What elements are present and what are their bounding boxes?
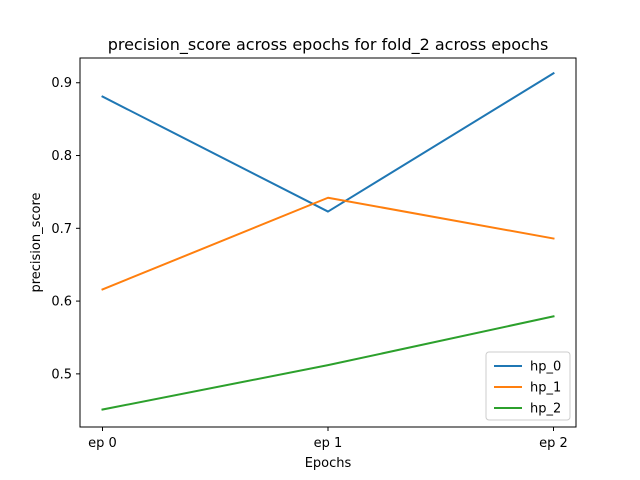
legend-label-hp-2: hp_2 bbox=[530, 402, 561, 417]
y-tick-label: 0.9 bbox=[51, 76, 72, 91]
x-tick-label: ep 1 bbox=[314, 436, 343, 451]
y-tick-label: 0.5 bbox=[51, 367, 72, 382]
x-axis-ticks: ep 0 ep 1 ep 2 bbox=[88, 427, 568, 451]
y-tick-label: 0.8 bbox=[51, 149, 72, 164]
series-lines bbox=[101, 71, 555, 411]
y-tick-label: 0.6 bbox=[51, 295, 72, 310]
x-axis-label: Epochs bbox=[305, 456, 352, 471]
plot-frame bbox=[79, 57, 577, 428]
series-line-hp-2 bbox=[101, 315, 555, 411]
legend-box bbox=[485, 351, 571, 421]
x-tick-label: ep 0 bbox=[88, 436, 117, 451]
legend-label-hp-0: hp_0 bbox=[530, 360, 561, 375]
legend-label-hp-1: hp_1 bbox=[530, 381, 561, 396]
legend: hp_0 hp_1 hp_2 bbox=[485, 351, 571, 421]
y-axis-label: precision_score bbox=[29, 192, 44, 292]
series-line-hp-1 bbox=[101, 196, 555, 291]
x-tick-label: ep 2 bbox=[539, 436, 568, 451]
series-line-hp-0 bbox=[101, 71, 555, 213]
y-tick-label: 0.7 bbox=[51, 222, 72, 237]
y-axis-ticks: 0.5 0.6 0.7 0.8 0.9 bbox=[51, 76, 80, 382]
chart-title: precision_score across epochs for fold_2… bbox=[108, 35, 549, 55]
